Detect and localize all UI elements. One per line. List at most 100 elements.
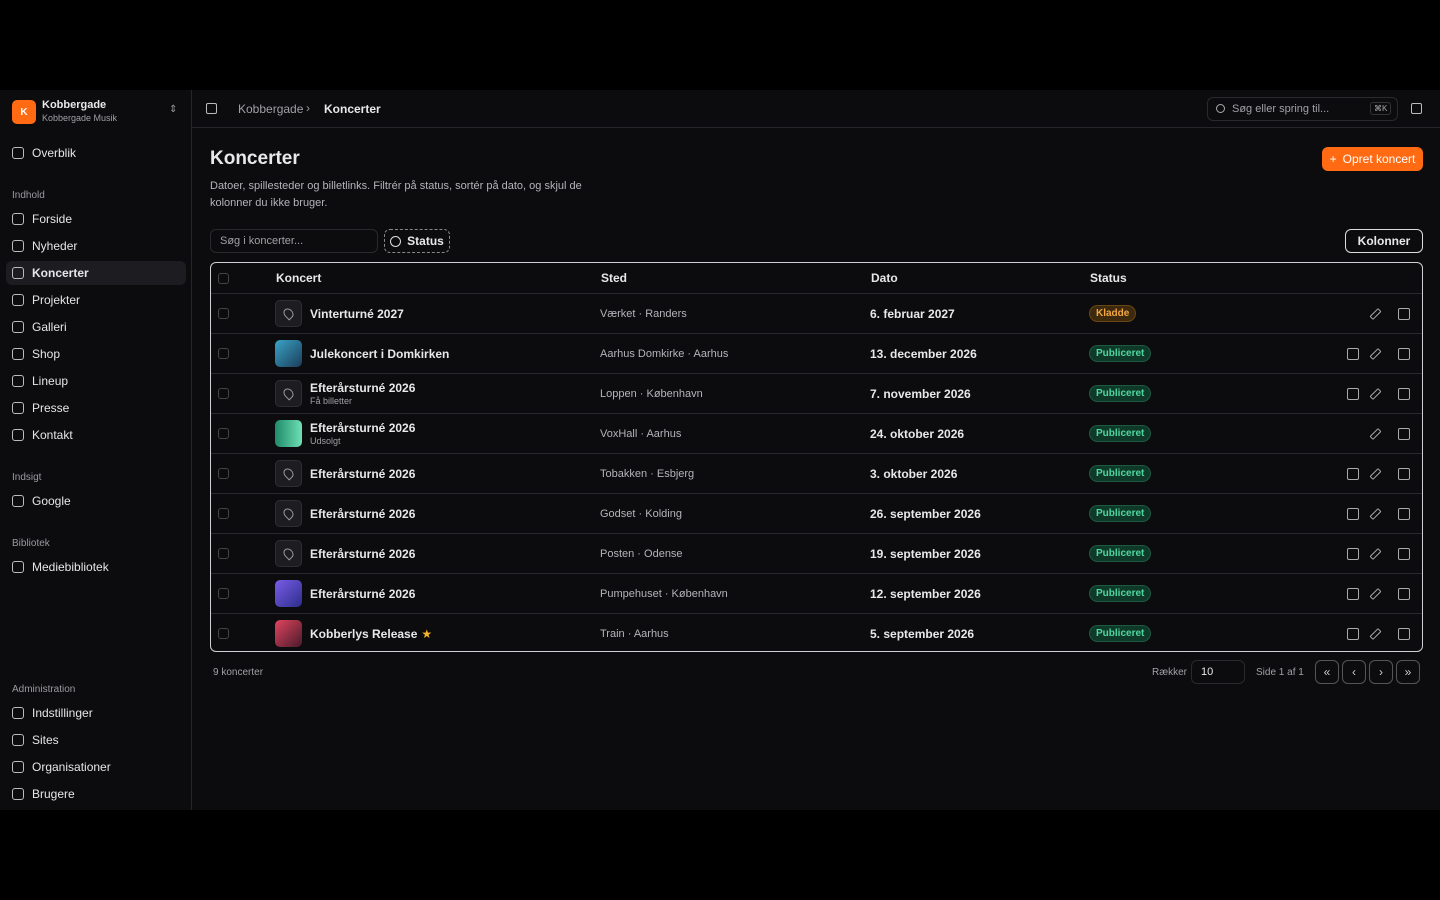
open-site[interactable] <box>1411 103 1422 114</box>
nav-item[interactable]: Forside <box>6 207 186 231</box>
nav-item[interactable]: Indstillinger <box>6 701 186 725</box>
create-button[interactable]: + Opret koncert <box>1322 147 1423 171</box>
edit[interactable] <box>1369 547 1382 561</box>
status-filter[interactable]: Status <box>384 229 450 253</box>
concert-title: Efterårsturné 2026 <box>310 546 416 561</box>
table-row[interactable]: Efterårsturné 2026 Udsolgt VoxHall · Aarhu… <box>211 413 1422 453</box>
column-header[interactable]: Sted <box>601 271 628 285</box>
archive[interactable] <box>1398 508 1410 520</box>
pin-icon <box>281 546 296 561</box>
open-link[interactable] <box>1347 628 1359 640</box>
table-row[interactable]: Efterårsturné 2026 Pumpehuset · København… <box>211 573 1422 613</box>
edit[interactable] <box>1369 387 1382 401</box>
date: 26. september 2026 <box>870 506 981 521</box>
nav-item[interactable]: Sites <box>6 728 186 752</box>
select-all[interactable] <box>218 272 229 284</box>
column-header[interactable]: Koncert <box>276 271 322 285</box>
org-switch[interactable]: ⇕ <box>169 104 178 115</box>
row-checkbox[interactable] <box>218 388 229 399</box>
app: K Kobbergade Kobbergade Musik ⇕ Overblik… <box>0 90 1440 810</box>
archive[interactable] <box>1398 588 1410 600</box>
table-search[interactable]: Søg i koncerter... <box>210 229 378 253</box>
row-checkbox[interactable] <box>218 468 229 479</box>
nav-item[interactable]: Brugere <box>6 782 186 806</box>
table-row[interactable]: Efterårsturné 2026 Få billetter Loppen · K… <box>211 373 1422 413</box>
last-page[interactable]: » <box>1396 660 1420 684</box>
concert-title: Efterårsturné 2026 <box>310 506 416 521</box>
next-page[interactable]: › <box>1369 660 1393 684</box>
edit[interactable] <box>1369 627 1382 641</box>
column-header[interactable]: Status <box>1090 271 1127 285</box>
date: 3. oktober 2026 <box>870 466 958 481</box>
nav-item[interactable]: Koncerter <box>6 261 186 285</box>
nav-item[interactable]: Mediebibliotek <box>6 555 186 579</box>
row-checkbox[interactable] <box>218 588 229 599</box>
title-cell: Efterårsturné 2026 <box>310 547 415 561</box>
title-cell: Kobberlys Release ★ <box>310 627 432 641</box>
nav-item[interactable]: Overblik <box>6 141 186 165</box>
edit[interactable] <box>1369 587 1382 601</box>
org-name[interactable]: Kobbergade <box>42 99 107 111</box>
table-row[interactable]: Efterårsturné 2026 Tobakken · Esbjerg 3. o… <box>211 453 1422 493</box>
star-icon: ★ <box>421 626 433 641</box>
row-checkbox[interactable] <box>218 308 229 319</box>
table-row[interactable]: Julekoncert i Domkirken Aarhus Domkirke ·… <box>211 333 1422 373</box>
column-header[interactable]: Dato <box>871 271 898 285</box>
venue: Posten · Odense <box>600 547 683 560</box>
row-checkbox[interactable] <box>218 548 229 559</box>
row-checkbox[interactable] <box>218 348 229 359</box>
row-checkbox[interactable] <box>218 628 229 639</box>
breadcrumb-item[interactable]: Kobbergade <box>238 102 304 116</box>
nav-group-label: Administration <box>12 684 76 695</box>
archive[interactable] <box>1398 348 1410 360</box>
nav-item[interactable]: Kontakt <box>6 423 186 447</box>
nav-label: Shop <box>32 347 61 361</box>
rows-select[interactable]: 10 <box>1191 660 1245 684</box>
open-link[interactable] <box>1347 468 1359 480</box>
table-row[interactable]: Kobberlys Release ★ Train · Aarhus 5. septe… <box>211 613 1422 651</box>
status-badge: Publiceret <box>1089 585 1152 602</box>
nav-item[interactable]: Nyheder <box>6 234 186 258</box>
nav-label: Projekter <box>32 293 81 307</box>
sidebar-toggle[interactable] <box>206 103 217 114</box>
breadcrumb-current: Koncerter <box>324 102 381 116</box>
edit[interactable] <box>1369 427 1382 441</box>
row-checkbox[interactable] <box>218 508 229 519</box>
table-row[interactable]: Vinterturné 2027 Værket · Randers 6. febru… <box>211 293 1422 333</box>
edit[interactable] <box>1369 507 1382 521</box>
thumbnail <box>275 460 302 487</box>
archive[interactable] <box>1398 548 1410 560</box>
edit[interactable] <box>1369 467 1382 481</box>
archive[interactable] <box>1398 388 1410 400</box>
global-search[interactable]: Søg eller spring til... ⌘K <box>1207 97 1398 121</box>
archive[interactable] <box>1398 308 1410 320</box>
nav-item[interactable]: Projekter <box>6 288 186 312</box>
archive[interactable] <box>1398 628 1410 640</box>
edit[interactable] <box>1369 347 1382 361</box>
columns-button[interactable]: Kolonner <box>1345 229 1423 253</box>
nav-item[interactable]: Shop <box>6 342 186 366</box>
open-link[interactable] <box>1347 388 1359 400</box>
nav-label: Forside <box>32 212 73 226</box>
edit[interactable] <box>1369 307 1382 321</box>
table-row[interactable]: Efterårsturné 2026 Godset · Kolding 26. se… <box>211 493 1422 533</box>
concert-title: Efterårsturné 2026 <box>310 381 416 395</box>
archive[interactable] <box>1398 468 1410 480</box>
nav-item[interactable]: Google <box>6 489 186 513</box>
row-checkbox[interactable] <box>218 428 229 439</box>
table-row[interactable]: Efterårsturné 2026 Posten · Odense 19. sep… <box>211 533 1422 573</box>
nav-item[interactable]: Organisationer <box>6 755 186 779</box>
nav-item[interactable]: Galleri <box>6 315 186 339</box>
open-link[interactable] <box>1347 548 1359 560</box>
prev-page[interactable]: ‹ <box>1342 660 1366 684</box>
open-link[interactable] <box>1347 508 1359 520</box>
page-title: Koncerter <box>210 148 300 169</box>
first-page[interactable]: « <box>1315 660 1339 684</box>
open-link[interactable] <box>1347 588 1359 600</box>
open-link[interactable] <box>1347 348 1359 360</box>
nav-item[interactable]: Lineup <box>6 369 186 393</box>
nav-item[interactable]: Presse <box>6 396 186 420</box>
nav-label: Overblik <box>32 146 77 160</box>
nav-group-label: Bibliotek <box>12 538 50 549</box>
archive[interactable] <box>1398 428 1410 440</box>
